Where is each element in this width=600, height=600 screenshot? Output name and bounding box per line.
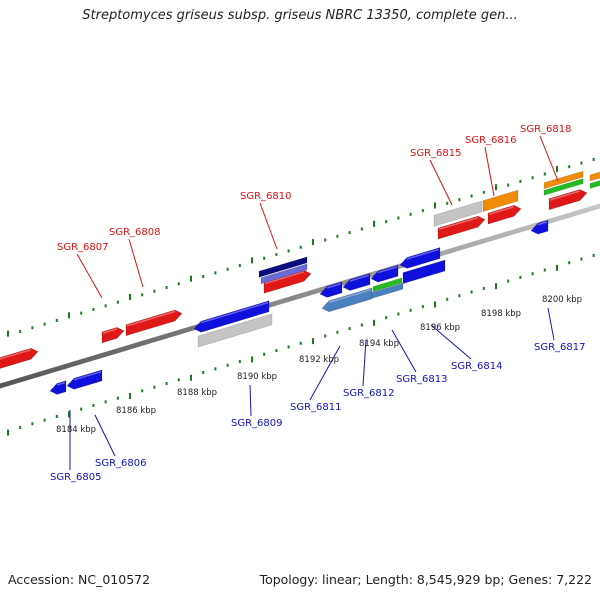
leader-line: [249, 384, 252, 417]
gene-highlight: [0, 348, 32, 360]
gene-box[interactable]: [543, 178, 584, 196]
gene-arrow[interactable]: [321, 287, 373, 313]
gene-label-reverse[interactable]: SGR_6806: [95, 458, 147, 469]
gene-features[interactable]: [0, 169, 600, 395]
gene-box[interactable]: [482, 189, 519, 213]
gene-arrow[interactable]: [101, 327, 125, 344]
leader-line: [429, 159, 453, 206]
gene-arrow[interactable]: [548, 189, 588, 211]
gene-highlight: [56, 381, 66, 386]
tick-marks: [7, 157, 595, 436]
gene-box[interactable]: [589, 178, 600, 189]
gene-arrow[interactable]: [342, 273, 371, 291]
gene-label-forward[interactable]: SGR_6810: [240, 191, 292, 202]
backbone-bar: [0, 203, 600, 389]
gene-label-reverse[interactable]: SGR_6811: [290, 402, 342, 413]
gene-box[interactable]: [589, 169, 600, 182]
gene-label-forward[interactable]: SGR_6815: [410, 148, 462, 159]
gene-arrow[interactable]: [437, 215, 486, 240]
ruler-label: 8196 kbp: [420, 323, 460, 333]
leader-line: [76, 253, 103, 299]
gene-box[interactable]: [543, 170, 584, 190]
gene-box[interactable]: [260, 263, 308, 285]
gene-box[interactable]: [433, 200, 483, 227]
leader-line: [430, 324, 472, 360]
gene-arrow[interactable]: [193, 300, 270, 333]
ruler-label: 8200 kbp: [542, 295, 582, 305]
ruler-label: 8194 kbp: [359, 339, 399, 349]
gene-box[interactable]: [197, 313, 273, 348]
leader-line: [484, 146, 495, 197]
gene-arrow[interactable]: [125, 309, 183, 337]
gene-highlight: [349, 274, 370, 282]
leader-line: [94, 414, 116, 457]
genome-backbone: [0, 203, 600, 389]
gene-label-reverse[interactable]: SGR_6812: [343, 388, 395, 399]
gene-highlight: [549, 190, 581, 201]
gene-label-reverse[interactable]: SGR_6805: [50, 472, 102, 483]
gene-arrow[interactable]: [0, 347, 39, 371]
gene-arrow[interactable]: [487, 204, 522, 225]
ruler-label: 8192 kbp: [299, 355, 339, 365]
gene-arrow[interactable]: [49, 380, 67, 395]
gene-box[interactable]: [258, 256, 308, 278]
ruler-label: 8190 kbp: [237, 372, 277, 382]
gene-box[interactable]: [372, 277, 403, 293]
gene-label-forward[interactable]: SGR_6816: [465, 135, 517, 146]
gene-box[interactable]: [371, 282, 404, 299]
gene-label-forward[interactable]: SGR_6808: [109, 227, 161, 238]
leader-line: [309, 345, 341, 401]
gene-arrow[interactable]: [66, 369, 103, 390]
ruler-label: 8188 kbp: [177, 388, 217, 398]
gene-label-forward[interactable]: SGR_6818: [520, 124, 572, 135]
leader-line: [259, 202, 278, 250]
gene-arrow[interactable]: [399, 247, 441, 269]
gene-arrow[interactable]: [370, 264, 399, 283]
gene-label-reverse[interactable]: SGR_6809: [231, 418, 283, 429]
ruler-labels: 8184 kbp 8186 kbp 8188 kbp 8190 kbp 8192 kbp…: [56, 295, 582, 435]
leader-line: [547, 307, 555, 341]
leader-line: [362, 339, 367, 387]
gene-highlight: [377, 266, 398, 274]
gene-highlight: [406, 248, 440, 260]
gene-highlight: [438, 216, 479, 231]
leader-line: [539, 135, 559, 182]
label-leaders: [69, 135, 559, 470]
gene-label-reverse[interactable]: SGR_6814: [451, 361, 503, 372]
gene-highlight: [537, 221, 548, 226]
gene-highlight: [102, 328, 118, 334]
gene-label-forward[interactable]: SGR_6807: [57, 242, 109, 253]
gene-highlight: [326, 282, 342, 289]
gene-arrow[interactable]: [319, 281, 343, 298]
gene-highlight: [73, 370, 102, 381]
gene-highlight: [328, 288, 372, 304]
ruler-label: 8186 kbp: [116, 406, 156, 416]
topology-text: Topology: linear; Length: 8,545,929 bp; …: [259, 572, 592, 587]
gene-label-reverse[interactable]: SGR_6813: [396, 374, 448, 385]
gene-highlight: [488, 206, 515, 216]
gene-highlight: [200, 301, 269, 324]
map-title: Streptomyces griseus subsp. griseus NBRC…: [82, 8, 518, 23]
gene-label-reverse[interactable]: SGR_6817: [534, 342, 586, 353]
ruler-label: 8198 kbp: [481, 309, 521, 319]
gene-arrow[interactable]: [530, 219, 549, 235]
gene-box[interactable]: [402, 259, 446, 285]
gene-highlight: [126, 310, 176, 327]
gene-highlight: [264, 271, 305, 285]
leader-line: [391, 329, 417, 373]
leader-line: [128, 238, 144, 288]
accession-text: Accession: NC_010572: [8, 572, 151, 587]
ruler-label: 8184 kbp: [56, 425, 96, 435]
